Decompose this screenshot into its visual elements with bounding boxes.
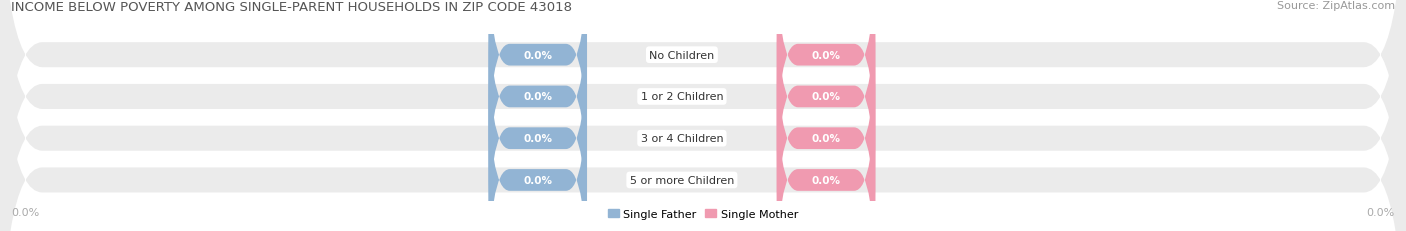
Text: 0.0%: 0.0% xyxy=(11,207,39,218)
Text: 0.0%: 0.0% xyxy=(1367,207,1395,218)
Text: 0.0%: 0.0% xyxy=(523,50,553,61)
FancyBboxPatch shape xyxy=(778,25,875,231)
Text: 0.0%: 0.0% xyxy=(523,175,553,185)
Text: 0.0%: 0.0% xyxy=(811,50,841,61)
Text: 1 or 2 Children: 1 or 2 Children xyxy=(641,92,723,102)
Text: 0.0%: 0.0% xyxy=(811,175,841,185)
Text: 0.0%: 0.0% xyxy=(523,134,553,144)
Legend: Single Father, Single Mother: Single Father, Single Mother xyxy=(603,204,803,223)
Text: 0.0%: 0.0% xyxy=(811,92,841,102)
FancyBboxPatch shape xyxy=(489,25,588,231)
Text: 0.0%: 0.0% xyxy=(811,134,841,144)
Text: 0.0%: 0.0% xyxy=(523,92,553,102)
FancyBboxPatch shape xyxy=(489,0,588,211)
Text: 3 or 4 Children: 3 or 4 Children xyxy=(641,134,723,144)
Text: No Children: No Children xyxy=(650,50,714,61)
FancyBboxPatch shape xyxy=(778,66,875,231)
Text: 5 or more Children: 5 or more Children xyxy=(630,175,734,185)
FancyBboxPatch shape xyxy=(489,66,588,231)
Text: INCOME BELOW POVERTY AMONG SINGLE-PARENT HOUSEHOLDS IN ZIP CODE 43018: INCOME BELOW POVERTY AMONG SINGLE-PARENT… xyxy=(11,1,572,14)
FancyBboxPatch shape xyxy=(489,0,588,169)
Text: Source: ZipAtlas.com: Source: ZipAtlas.com xyxy=(1277,1,1395,11)
FancyBboxPatch shape xyxy=(778,0,875,211)
FancyBboxPatch shape xyxy=(778,0,875,169)
